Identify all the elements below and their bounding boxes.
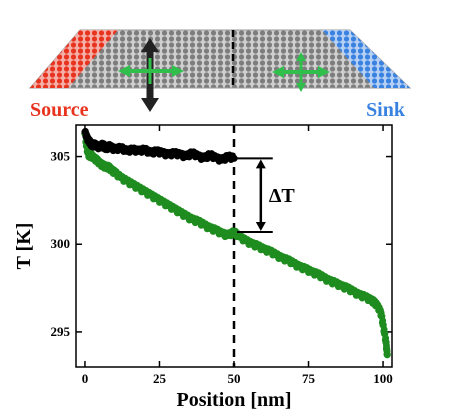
x-tick-label: 0 xyxy=(82,371,89,386)
data-point xyxy=(383,347,391,355)
source-region xyxy=(30,30,118,88)
sink-label: Sink xyxy=(366,99,406,121)
delta-arrow-head-up xyxy=(255,159,266,169)
x-tick-label: 75 xyxy=(302,371,316,386)
in-plane-motion-icon-right xyxy=(272,52,330,92)
data-point xyxy=(229,152,236,160)
delta-label: ΔT xyxy=(269,185,296,207)
y-tick-label: 300 xyxy=(51,236,71,251)
y-axis-label: T [K] xyxy=(13,223,35,270)
y-tick-label: 305 xyxy=(51,149,71,164)
series-green xyxy=(81,130,391,359)
x-tick-label: 100 xyxy=(373,371,393,386)
source-label: Source xyxy=(30,99,89,121)
lattice-illustration: Source Sink xyxy=(28,29,412,121)
y-tick-label: 295 xyxy=(51,324,71,339)
x-tick-label: 25 xyxy=(153,371,167,386)
x-tick-label: 50 xyxy=(228,371,241,386)
x-axis-label: Position [nm] xyxy=(177,389,292,411)
in-plane-motion-icon-left xyxy=(118,58,184,84)
x-ticks: 0 25 50 75 100 xyxy=(82,125,393,386)
y-ticks: 295 300 305 xyxy=(51,149,392,339)
series-black xyxy=(81,127,238,165)
plot-area: 0 25 50 75 100 295 300 305 ΔT Position [nm] T … xyxy=(13,124,393,411)
sink-region xyxy=(322,30,410,88)
delta-annotation: ΔT xyxy=(236,157,296,233)
delta-arrow-head-down xyxy=(255,221,266,231)
